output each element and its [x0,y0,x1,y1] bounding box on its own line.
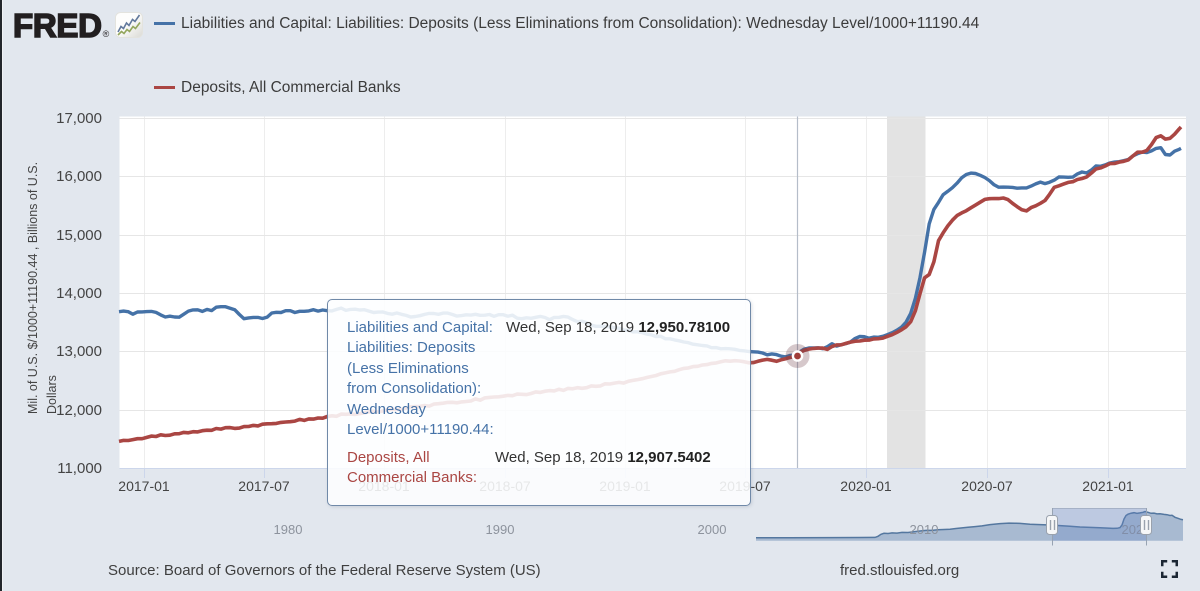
svg-text:2000: 2000 [698,522,727,537]
svg-text:1990: 1990 [486,522,515,537]
svg-text:2010: 2010 [910,522,939,537]
svg-text:1980: 1980 [274,522,303,537]
